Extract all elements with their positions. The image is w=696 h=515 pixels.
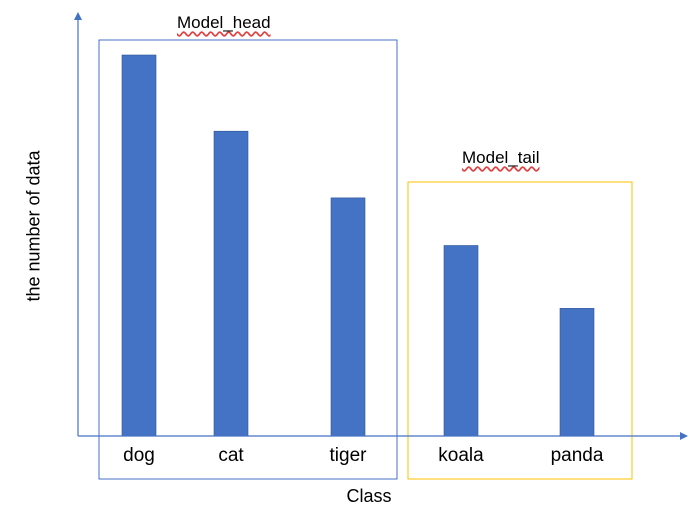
bar-tiger (330, 197, 366, 437)
x-tick-label-dog: dog (123, 445, 155, 466)
y-axis-label: the number of data (23, 150, 44, 302)
x-axis-label: Class (346, 486, 392, 506)
group-title-model-head: Model_head (177, 13, 271, 32)
group-box-model-head (98, 39, 398, 480)
group-box-model-tail (407, 181, 633, 480)
bar-cat (213, 130, 249, 437)
bar-dog (121, 54, 157, 437)
bar-panda (559, 308, 595, 437)
bar-koala (443, 245, 479, 437)
group-title-model-tail: Model_tail (462, 148, 540, 167)
x-tick-label-panda: panda (550, 445, 604, 466)
x-tick-label-tiger: tiger (329, 445, 367, 466)
x-tick-label-koala: koala (438, 445, 484, 466)
x-tick-label-cat: cat (218, 445, 244, 466)
